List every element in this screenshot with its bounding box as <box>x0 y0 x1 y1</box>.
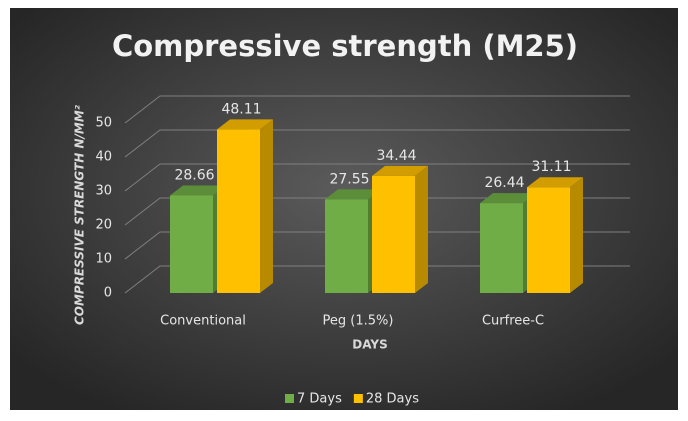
x-tick-label: Conventional <box>160 314 246 329</box>
legend-label: 28 Days <box>366 392 419 407</box>
y-axis-title: COMPRESSIVE STRENGTH N/MM² <box>73 104 87 325</box>
x-tick-label: Peg (1.5%) <box>323 314 394 329</box>
x-axis-title: DAYS <box>352 338 387 352</box>
y-tick-label: 30 <box>95 184 112 199</box>
data-label: 28.66 <box>174 168 214 184</box>
grid-line <box>124 231 630 260</box>
grid-line <box>124 129 630 158</box>
y-tick-label: 20 <box>95 218 112 233</box>
bar-top <box>527 177 583 188</box>
data-label: 26.44 <box>484 175 524 191</box>
grid-line <box>124 265 630 294</box>
bar-top <box>170 185 226 196</box>
bar-front <box>217 129 260 293</box>
bar <box>527 177 583 293</box>
bar-top <box>372 165 428 176</box>
chart-title: Compressive strength (M25) <box>112 29 578 63</box>
bar <box>217 119 273 294</box>
bar-side <box>570 177 583 293</box>
legend-swatch <box>285 394 294 403</box>
grid-line <box>124 197 630 226</box>
bar <box>372 165 428 293</box>
data-label: 34.44 <box>376 148 416 164</box>
y-tick-label: 10 <box>95 252 112 267</box>
bar-front <box>372 175 415 293</box>
bar-top <box>480 193 536 204</box>
data-label: 31.11 <box>531 159 571 175</box>
bar-front <box>170 195 213 293</box>
y-tick-label: 0 <box>104 286 112 301</box>
grid-line <box>124 163 630 192</box>
bar-side <box>415 165 428 293</box>
y-tick-label: 50 <box>95 116 112 131</box>
y-tick-label: 40 <box>95 150 112 165</box>
legend-swatch <box>353 394 363 403</box>
bar-side <box>260 119 273 294</box>
bar-front <box>480 203 523 293</box>
data-label: 48.11 <box>221 101 261 117</box>
bar-top <box>325 189 381 200</box>
grid-line <box>124 95 630 124</box>
data-label: 27.55 <box>329 171 369 187</box>
x-tick-label: Curfree-C <box>482 314 544 329</box>
bar-front <box>527 187 570 293</box>
bar-front <box>325 199 368 293</box>
bar-top <box>217 119 273 130</box>
legend-label: 7 Days <box>297 392 342 407</box>
